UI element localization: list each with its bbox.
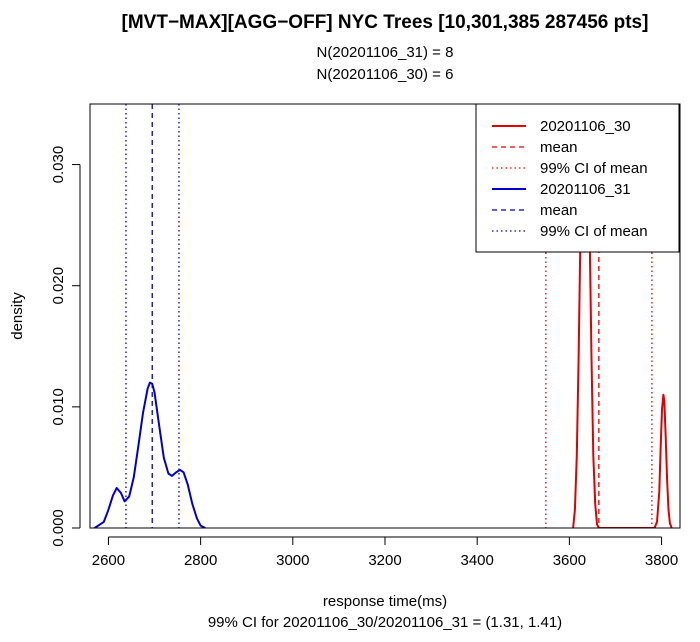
legend-label: 20201106_31 [540, 181, 631, 198]
reference-lines [125, 104, 653, 528]
x-tick-label: 3600 [553, 552, 586, 569]
legend-label: mean [540, 202, 578, 219]
legend-label: mean [540, 139, 578, 156]
x-axis: 2600 2800 3000 3200 3400 3600 3800 [92, 536, 678, 569]
y-tick-label: 0.020 [50, 267, 67, 305]
x-tick-label: 3400 [461, 552, 494, 569]
legend-label: 99% CI of mean [540, 223, 648, 240]
x-tick-label: 3000 [276, 552, 309, 569]
subtitle-line-1: N(20201106_31) = 8 [317, 44, 454, 61]
y-axis: 0.000 0.010 0.020 0.030 [50, 146, 81, 547]
plot-frame [89, 103, 681, 529]
legend-label: 99% CI of mean [540, 160, 648, 177]
legend-box [475, 103, 680, 253]
chart-title: [MVT−MAX][AGG−OFF] NYC Trees [10,301,385… [122, 12, 649, 33]
footer-ci-note: 99% CI for 20201106_30/20201106_31 = (1.… [208, 614, 562, 631]
y-axis-label: density [9, 292, 26, 340]
x-tick-label: 3200 [368, 552, 401, 569]
y-tick-label: 0.010 [50, 388, 67, 426]
density-curve-20201106_31 [94, 381, 206, 528]
x-tick-label: 2600 [92, 552, 125, 569]
legend-label: 20201106_30 [540, 118, 631, 135]
x-tick-label: 3800 [645, 552, 678, 569]
y-tick-label: 0.030 [50, 146, 67, 184]
x-axis-label: response time(ms) [323, 593, 447, 610]
y-tick-label: 0.000 [50, 509, 67, 547]
subtitle-line-2: N(20201106_30) = 6 [317, 66, 454, 83]
x-tick-label: 2800 [184, 552, 217, 569]
